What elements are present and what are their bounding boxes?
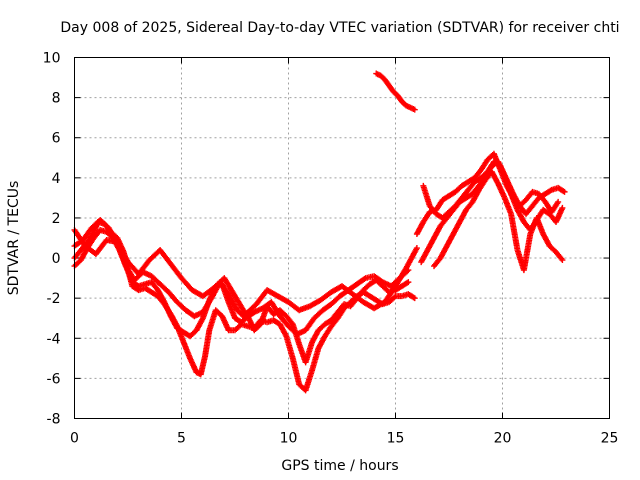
series-main-track-c xyxy=(71,216,412,338)
data-points xyxy=(71,70,568,394)
series-high-segment xyxy=(373,70,418,113)
x-tick-label: 10 xyxy=(280,431,298,447)
y-tick-label: 10 xyxy=(43,51,61,67)
y-tick-label: 8 xyxy=(52,91,61,107)
x-tick-label: 15 xyxy=(387,431,405,447)
x-tick-label: 0 xyxy=(70,431,79,447)
y-tick-label: -4 xyxy=(47,331,61,347)
data-point xyxy=(411,106,418,113)
data-point-interp xyxy=(361,275,368,282)
series-main-track-d xyxy=(71,226,420,318)
x-axis-label: GPS time / hours xyxy=(281,458,398,474)
x-tick-label: 20 xyxy=(494,431,512,447)
data-point xyxy=(411,295,418,302)
plot-frame xyxy=(74,57,610,419)
data-point xyxy=(405,279,412,286)
y-tick-label: -6 xyxy=(47,371,61,387)
data-point-interp xyxy=(560,188,567,195)
x-tick-label: 5 xyxy=(177,431,186,447)
y-tick-label: -8 xyxy=(47,412,61,428)
y-tick-label: 4 xyxy=(52,171,61,187)
data-point xyxy=(559,257,566,264)
series-late-track-d xyxy=(420,158,562,221)
data-point-interp xyxy=(391,294,398,301)
data-point xyxy=(555,198,562,205)
y-tick-label: 2 xyxy=(52,211,61,227)
y-tick-label: 6 xyxy=(52,131,61,147)
y-tick-label: 0 xyxy=(52,251,61,267)
data-point-interp xyxy=(404,279,411,286)
data-point xyxy=(413,245,420,252)
data-point-interp xyxy=(410,294,417,301)
y-tick-label: -2 xyxy=(47,291,61,307)
data-point xyxy=(561,188,568,195)
chart-title: Day 008 of 2025, Sidereal Day-to-day VTE… xyxy=(60,20,619,36)
data-point xyxy=(559,204,566,211)
tick-labels: 0 5 10 15 20 25 -8 -6 -4 -2 0 2 4 6 8 10 xyxy=(43,51,619,447)
y-axis-label: SDTVAR / TECUs xyxy=(6,181,22,296)
series-late-track-c xyxy=(431,168,566,274)
x-tick-label: 25 xyxy=(601,431,619,447)
